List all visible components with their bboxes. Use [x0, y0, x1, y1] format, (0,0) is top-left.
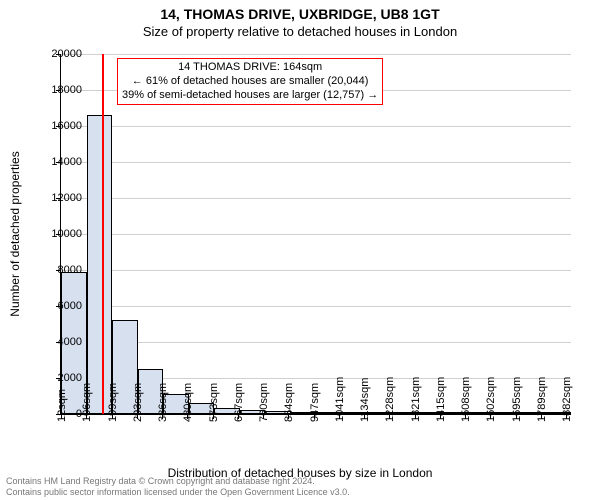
y-tick-label: 4000 [22, 336, 82, 348]
page-subtitle: Size of property relative to detached ho… [0, 22, 600, 39]
y-tick-label: 16000 [22, 120, 82, 132]
grid-line [61, 342, 571, 343]
footer-line-2: Contains public sector information licen… [6, 487, 350, 497]
annotation-box: 14 THOMAS DRIVE: 164sqm ← 61% of detache… [117, 58, 383, 105]
histogram-chart: 14 THOMAS DRIVE: 164sqm ← 61% of detache… [60, 54, 571, 415]
grid-line [61, 306, 571, 307]
marker-line [102, 54, 104, 414]
y-axis-label: Number of detached properties [8, 151, 22, 316]
grid-line [61, 126, 571, 127]
y-tick-label: 18000 [22, 84, 82, 96]
grid-line [61, 162, 571, 163]
y-tick-label: 20000 [22, 48, 82, 60]
y-tick-label: 10000 [22, 228, 82, 240]
annotation-line-2: ← 61% of detached houses are smaller (20… [132, 75, 369, 87]
footer-text: Contains HM Land Registry data © Crown c… [6, 476, 350, 498]
grid-line [61, 54, 571, 55]
y-tick-label: 12000 [22, 192, 82, 204]
footer-line-1: Contains HM Land Registry data © Crown c… [6, 476, 315, 486]
grid-line [61, 270, 571, 271]
y-tick-label: 14000 [22, 156, 82, 168]
annotation-line-3: 39% of semi-detached houses are larger (… [122, 89, 378, 101]
y-tick-label: 2000 [22, 372, 82, 384]
annotation-line-1: 14 THOMAS DRIVE: 164sqm [178, 61, 322, 73]
grid-line [61, 234, 571, 235]
y-tick-label: 6000 [22, 300, 82, 312]
y-tick-label: 0 [22, 408, 82, 420]
page-title: 14, THOMAS DRIVE, UXBRIDGE, UB8 1GT [0, 0, 600, 22]
histogram-bar [87, 115, 113, 414]
y-tick-label: 8000 [22, 264, 82, 276]
grid-line [61, 198, 571, 199]
